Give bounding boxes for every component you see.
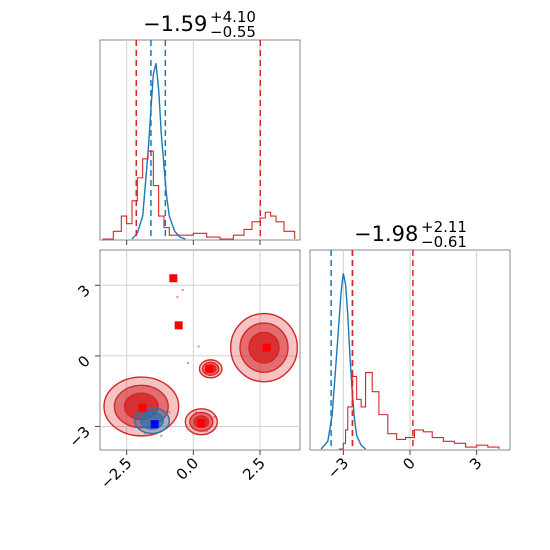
red-marker-4 [138, 403, 147, 412]
sample-point-6 [144, 432, 147, 435]
joint-x-tick-label-2: 2.5 [239, 454, 269, 484]
sample-point-3 [194, 411, 198, 414]
marginal-1-red-histogram [102, 150, 296, 240]
blue-marker-0 [150, 420, 159, 429]
title-2-plus: +2.11 [421, 218, 467, 236]
joint-scatter-panel [95, 249, 301, 455]
joint-y-tick-label-2: 3 [74, 281, 93, 300]
title-2-minus: −0.61 [421, 233, 467, 251]
panel-1-title: −1.59 +4.10 −0.55 [143, 8, 256, 41]
red-marker-2 [205, 364, 214, 373]
sample-point-5 [160, 434, 163, 438]
marginal-1-blue-histogram [131, 63, 186, 240]
marginal-1-frame [99, 39, 301, 241]
sample-point-1 [181, 288, 184, 292]
joint-y-tick-label-1: 0 [74, 352, 93, 371]
red-marker-0 [169, 274, 178, 283]
marginal-2-x-tick-label-0: −3 [324, 454, 352, 482]
marginal-2-red-histogram [338, 372, 500, 450]
red-marker-3 [262, 343, 271, 352]
sample-point-4 [205, 429, 208, 433]
svg-text:−1.59: −1.59 [143, 12, 207, 36]
title-1-plus: +4.10 [210, 8, 256, 26]
sample-point-8 [168, 411, 171, 414]
panel-2-title: −1.98 +2.11 −0.61 [354, 218, 467, 251]
sample-point-2 [186, 361, 190, 365]
red-marker-1 [174, 321, 183, 330]
title-2-median: −1.98 [354, 222, 418, 246]
joint-x-tick-label-0: −2.5 [97, 454, 135, 492]
joint-x-tick-label-1: 0.0 [173, 454, 203, 484]
marginal-2-x-tick-label-1: 0 [399, 454, 418, 473]
svg-text:−1.98: −1.98 [354, 222, 418, 246]
title-1-minus: −0.55 [210, 23, 256, 41]
sample-point-9 [197, 345, 200, 348]
marginal-histogram-x2 [309, 249, 511, 455]
title-1-median: −1.59 [143, 12, 207, 36]
marginal-2-x-tick-label-2: 3 [466, 454, 485, 473]
sample-point-0 [176, 295, 179, 299]
joint-y-tick-label-0: −3 [65, 423, 93, 451]
marginal-2-blue-histogram [320, 273, 367, 450]
sample-point-7 [213, 415, 216, 419]
marginal-histogram-x1 [99, 39, 301, 245]
red-marker-5 [197, 418, 206, 427]
